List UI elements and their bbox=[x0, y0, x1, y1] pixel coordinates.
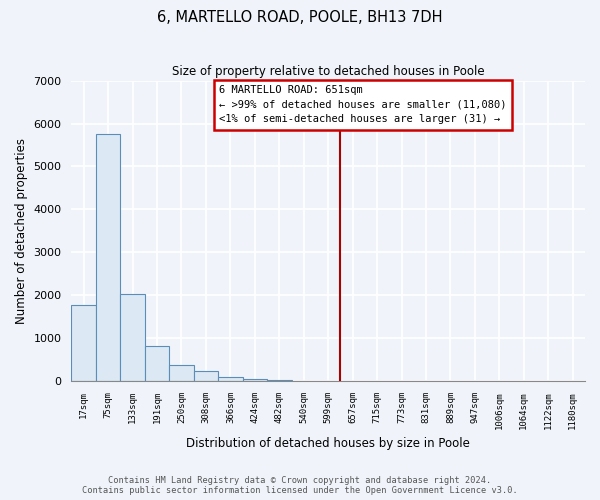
Bar bbox=[96, 134, 121, 382]
Title: Size of property relative to detached houses in Poole: Size of property relative to detached ho… bbox=[172, 65, 485, 78]
Bar bbox=[71, 305, 96, 382]
Bar bbox=[121, 294, 145, 382]
Bar bbox=[267, 380, 292, 382]
Bar bbox=[169, 366, 194, 382]
Y-axis label: Number of detached properties: Number of detached properties bbox=[15, 138, 28, 324]
Text: Contains HM Land Registry data © Crown copyright and database right 2024.
Contai: Contains HM Land Registry data © Crown c… bbox=[82, 476, 518, 495]
Bar bbox=[194, 372, 218, 382]
Text: 6 MARTELLO ROAD: 651sqm
← >99% of detached houses are smaller (11,080)
<1% of se: 6 MARTELLO ROAD: 651sqm ← >99% of detach… bbox=[220, 85, 507, 124]
X-axis label: Distribution of detached houses by size in Poole: Distribution of detached houses by size … bbox=[186, 437, 470, 450]
Bar bbox=[242, 378, 267, 382]
Text: 6, MARTELLO ROAD, POOLE, BH13 7DH: 6, MARTELLO ROAD, POOLE, BH13 7DH bbox=[157, 10, 443, 25]
Bar bbox=[145, 346, 169, 382]
Bar bbox=[218, 377, 242, 382]
